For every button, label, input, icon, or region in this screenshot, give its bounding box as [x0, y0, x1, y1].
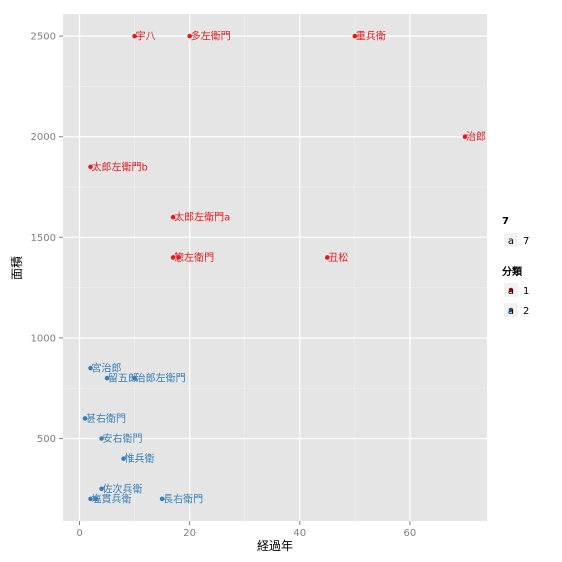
data-point — [462, 134, 468, 140]
point-label: 長右衛門 — [163, 492, 203, 505]
legend-label: 2 — [523, 306, 529, 317]
legend-key-point — [508, 287, 514, 293]
y-axis-title: 面積 — [9, 256, 24, 280]
point-label: 惣左衛門 — [174, 251, 214, 264]
y-tick-label: 1500 — [31, 233, 56, 244]
data-point — [325, 255, 330, 260]
y-tick-label: 1000 — [31, 333, 56, 344]
point-label: 太郎左衛門a — [174, 211, 230, 224]
data-point — [132, 33, 137, 39]
data-point — [88, 496, 93, 502]
data-point — [88, 365, 93, 371]
point-label: 多左衛門 — [191, 30, 231, 43]
data-point — [170, 214, 176, 220]
x-tick-label: 40 — [293, 528, 306, 539]
data-point — [104, 375, 110, 381]
data-point — [176, 255, 181, 260]
x-tick-label: 0 — [76, 528, 82, 539]
point-label: 治郎 — [466, 130, 486, 143]
data-point — [159, 496, 165, 502]
data-point — [93, 496, 99, 502]
x-axis-title: 経過年 — [257, 539, 293, 553]
legend-label: 1 — [523, 286, 529, 297]
data-point — [121, 456, 126, 461]
data-point — [352, 33, 358, 39]
legend-key-box — [504, 233, 518, 247]
point-label: 塩貫兵衛 — [92, 492, 132, 505]
grid-lines — [63, 14, 487, 521]
legend-key-glyph: a — [508, 286, 514, 297]
y-tick-label: 500 — [37, 434, 56, 445]
point-label: 宇八 — [136, 30, 156, 43]
point-label: 重兵衛 — [356, 30, 386, 43]
point-label: 安右衛門 — [103, 432, 143, 445]
data-point — [88, 164, 93, 170]
x-tick-label: 60 — [404, 528, 417, 539]
point-label: 佐次兵衛 — [103, 482, 143, 495]
data-point — [99, 436, 104, 441]
data-point — [187, 33, 192, 39]
legend-label: 7 — [523, 236, 529, 247]
legend-title: 7 — [502, 216, 509, 227]
y-tick-label: 2000 — [31, 132, 56, 143]
data-point — [132, 375, 137, 381]
point-label: 丑松 — [328, 251, 348, 264]
point-label: 惟兵衛 — [125, 452, 155, 465]
legend-title: 分類 — [502, 265, 523, 278]
point-label: 留五郎 — [108, 372, 138, 385]
legend-key-glyph: a — [508, 236, 514, 247]
legend-key-glyph: a — [508, 306, 514, 317]
data-point — [170, 255, 176, 260]
x-tick-label: 20 — [183, 528, 196, 539]
legend-key-point — [508, 307, 514, 313]
data-point — [99, 486, 104, 492]
point-label: 治郎左衛門 — [136, 372, 186, 385]
point-label: 太郎左衛門b — [92, 160, 148, 173]
y-tick-label: 2500 — [31, 32, 56, 43]
point-label: 甚右衛門 — [86, 412, 126, 425]
plot-panel — [63, 14, 487, 521]
data-point — [82, 416, 88, 421]
axes: 0 20 40 60 500 1000 1500 2000 2500 — [31, 32, 417, 539]
point-label: 宮治郎 — [92, 362, 122, 375]
